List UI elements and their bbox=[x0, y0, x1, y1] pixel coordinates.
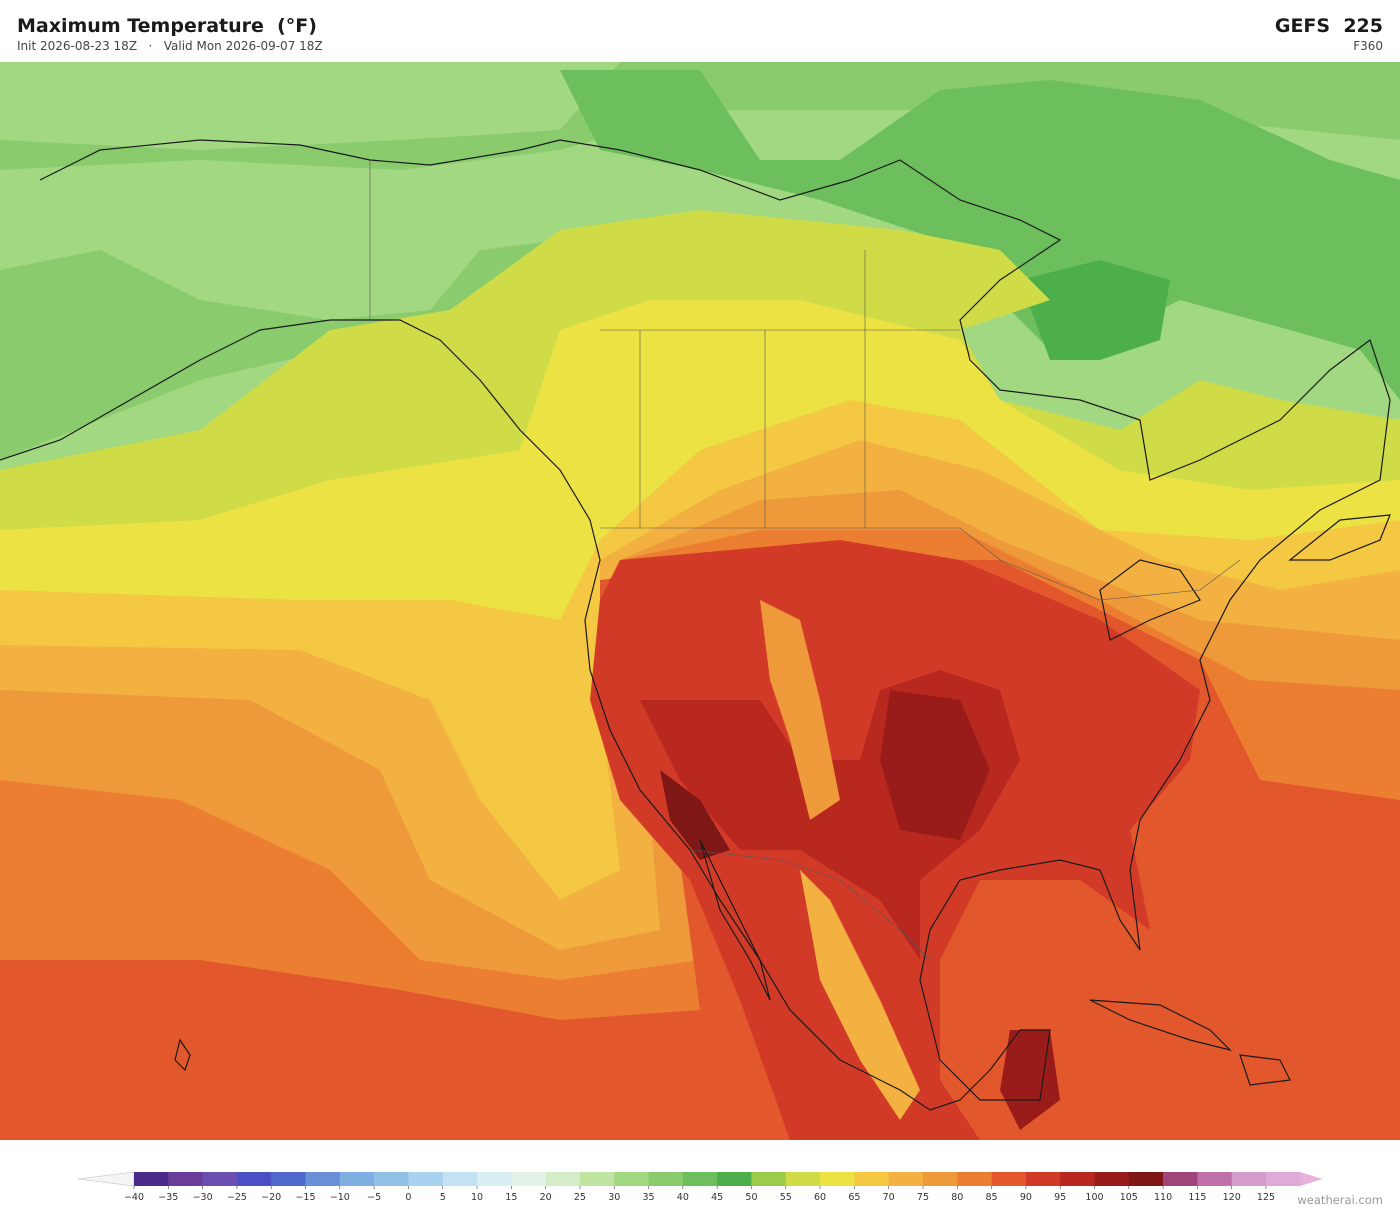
colorbar-swatch bbox=[991, 1172, 1027, 1186]
colorbar-tick-label: 40 bbox=[677, 1192, 689, 1203]
map-subtitle: Init 2026-08-23 18Z · Valid Mon 2026-09-… bbox=[17, 39, 323, 53]
colorbar-swatch bbox=[339, 1172, 375, 1186]
colorbar-tick-label: 0 bbox=[405, 1192, 411, 1203]
colorbar-swatch bbox=[1266, 1172, 1301, 1186]
colorbar-tick-label: 110 bbox=[1154, 1192, 1172, 1203]
colorbar-swatch bbox=[1025, 1172, 1061, 1186]
model-name: GEFS 225 bbox=[1274, 15, 1383, 37]
colorbar-swatch bbox=[408, 1172, 444, 1186]
colorbar-swatch bbox=[888, 1172, 924, 1186]
colorbar-tick-label: 45 bbox=[711, 1192, 723, 1203]
colorbar-swatch bbox=[442, 1172, 478, 1186]
colorbar-tick-label: 120 bbox=[1223, 1192, 1241, 1203]
colorbar-under bbox=[77, 1171, 135, 1187]
colorbar-tick-label: 20 bbox=[540, 1192, 552, 1203]
colorbar-swatch bbox=[717, 1172, 752, 1186]
colorbar-swatch bbox=[854, 1172, 889, 1186]
colorbar-tick-label: 15 bbox=[505, 1192, 517, 1203]
colorbar-tick-label: −5 bbox=[367, 1192, 381, 1203]
colorbar-swatch bbox=[236, 1172, 272, 1186]
colorbar-swatch bbox=[1163, 1172, 1198, 1186]
colorbar-tick-label: 95 bbox=[1054, 1192, 1066, 1203]
colorbar-swatch bbox=[271, 1172, 306, 1186]
colorbar-swatch bbox=[1094, 1172, 1130, 1186]
colorbar-tick-label: 70 bbox=[883, 1192, 895, 1203]
colorbar-swatch bbox=[1060, 1172, 1095, 1186]
colorbar-swatch bbox=[957, 1172, 992, 1186]
colorbar-tick-label: 90 bbox=[1020, 1192, 1032, 1203]
colorbar-tick-label: 85 bbox=[986, 1192, 998, 1203]
colorbar-tick-label: −15 bbox=[295, 1192, 315, 1203]
colorbar-swatch bbox=[511, 1172, 546, 1186]
colorbar-over bbox=[1300, 1172, 1323, 1186]
colorbar-swatch bbox=[648, 1172, 684, 1186]
watermark: weatherai.com bbox=[1297, 1193, 1383, 1207]
colorbar-swatch bbox=[545, 1172, 581, 1186]
colorbar-tick-label: −25 bbox=[227, 1192, 247, 1203]
colorbar-swatch bbox=[751, 1172, 787, 1186]
colorbar-swatch bbox=[305, 1172, 341, 1186]
colorbar-swatch bbox=[1231, 1172, 1267, 1186]
colorbar-swatch bbox=[1197, 1172, 1232, 1186]
colorbar-tick-label: −20 bbox=[261, 1192, 281, 1203]
coastlines bbox=[0, 139, 1391, 1111]
colorbar-swatch bbox=[682, 1172, 718, 1186]
colorbar-tick-label: 5 bbox=[440, 1192, 446, 1203]
colorbar-tick-label: −10 bbox=[330, 1192, 350, 1203]
colorbar: −40 −35 −30 −25 −20 −15 −10 −5 0 5 10 15 20 25 30 35 40 4… bbox=[77, 1171, 1323, 1203]
colorbar-swatch bbox=[374, 1172, 409, 1186]
map-title: Maximum Temperature (°F) bbox=[17, 15, 317, 37]
colorbar-tick-label: 65 bbox=[848, 1192, 860, 1203]
colorbar-swatch bbox=[820, 1172, 855, 1186]
colorbar-tick-label: 75 bbox=[917, 1192, 929, 1203]
colorbar-tick-label: 115 bbox=[1188, 1192, 1206, 1203]
colorbar-swatch bbox=[168, 1172, 203, 1186]
colorbar-tick-label: 105 bbox=[1120, 1192, 1138, 1203]
colorbar-swatch bbox=[477, 1172, 512, 1186]
colorbar-swatch bbox=[785, 1172, 821, 1186]
colorbar-tick-label: −40 bbox=[124, 1192, 144, 1203]
colorbar-tick-label: 10 bbox=[471, 1192, 483, 1203]
colorbar-tick-label: 25 bbox=[574, 1192, 586, 1203]
colorbar-tick-label: 55 bbox=[780, 1192, 792, 1203]
colorbar-tick-label: 100 bbox=[1085, 1192, 1103, 1203]
colorbar-tick-label: 35 bbox=[642, 1192, 654, 1203]
colorbar-tick-label: 50 bbox=[745, 1192, 757, 1203]
colorbar-tick-label: 60 bbox=[814, 1192, 826, 1203]
colorbar-swatch bbox=[202, 1172, 238, 1186]
colorbar-swatch bbox=[1128, 1172, 1164, 1186]
colorbar-swatch bbox=[134, 1172, 169, 1186]
borders bbox=[369, 160, 1241, 961]
colorbar-tick-label: −30 bbox=[193, 1192, 213, 1203]
colorbar-swatch bbox=[922, 1172, 958, 1186]
colorbar-tick-label: 80 bbox=[951, 1192, 963, 1203]
temperature-map bbox=[0, 62, 1400, 1140]
temperature-field bbox=[0, 62, 1400, 1140]
colorbar-tick-label: 30 bbox=[608, 1192, 620, 1203]
colorbar-swatch bbox=[579, 1172, 615, 1186]
forecast-hour: F360 bbox=[1353, 39, 1383, 53]
colorbar-tick-label: 125 bbox=[1257, 1192, 1275, 1203]
colorbar-tick-label: −35 bbox=[158, 1192, 178, 1203]
colorbar-swatch bbox=[614, 1172, 649, 1186]
